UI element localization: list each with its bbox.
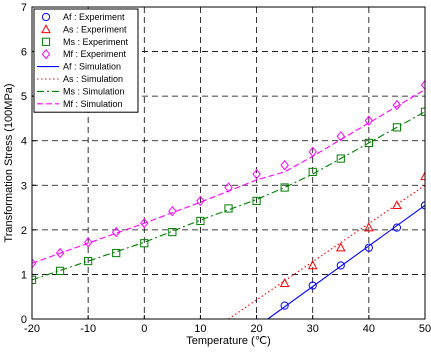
data-point bbox=[392, 99, 402, 111]
y-tick-label: 6 bbox=[21, 47, 27, 59]
legend-label: Mf : Experiment bbox=[63, 49, 127, 59]
simulation-line bbox=[267, 204, 425, 319]
data-point bbox=[308, 167, 317, 177]
legend-entry: As : Simulation bbox=[37, 74, 123, 84]
legend-marker bbox=[41, 24, 51, 34]
legend: Af : Experiment As : Experiment Ms : Exper… bbox=[33, 8, 139, 113]
x-tick-label: 40 bbox=[363, 323, 375, 335]
simulation-line bbox=[32, 89, 425, 264]
data-point bbox=[364, 115, 374, 126]
series-4-experiment bbox=[32, 79, 425, 269]
y-tick-label: 4 bbox=[21, 136, 27, 148]
series-3-simulation bbox=[32, 111, 425, 281]
data-point bbox=[168, 205, 177, 217]
legend-entry: Mf : Simulation bbox=[37, 99, 123, 109]
data-point bbox=[84, 256, 93, 266]
data-point bbox=[252, 196, 261, 205]
data-point bbox=[308, 146, 317, 158]
simulation-line bbox=[228, 184, 425, 319]
y-tick-label: 5 bbox=[21, 91, 27, 103]
legend-label: Af : Simulation bbox=[63, 62, 121, 72]
data-point bbox=[308, 281, 317, 290]
series-layer bbox=[32, 79, 425, 319]
x-tick-label: 0 bbox=[141, 323, 147, 335]
x-tick-label: 30 bbox=[307, 323, 319, 335]
data-point bbox=[392, 200, 402, 210]
data-point bbox=[196, 195, 205, 207]
plot-frame bbox=[31, 6, 426, 320]
data-point bbox=[280, 160, 289, 171]
legend-entry: Af : Experiment bbox=[41, 12, 125, 22]
series-3-experiment bbox=[32, 107, 425, 284]
legend-entry: Af : Simulation bbox=[37, 62, 121, 72]
data-point bbox=[307, 260, 318, 270]
legend-entry: Ms : Experiment bbox=[41, 37, 129, 47]
data-point bbox=[55, 247, 65, 259]
data-point bbox=[168, 227, 177, 237]
series-2-experiment bbox=[279, 171, 425, 288]
data-point bbox=[140, 239, 149, 248]
data-point bbox=[364, 222, 374, 232]
data-point bbox=[32, 258, 37, 269]
data-point bbox=[224, 204, 233, 213]
legend-label: Mf : Simulation bbox=[63, 99, 123, 109]
legend-label: As : Simulation bbox=[63, 74, 123, 84]
legend-label: Ms : Simulation bbox=[63, 86, 125, 96]
axes-layer: -20 -10 0 10 20 30 40 50 0 1 2 3 4 5 6 7 bbox=[21, 2, 431, 335]
legend-marker bbox=[41, 49, 51, 60]
data-point bbox=[32, 275, 37, 284]
data-point bbox=[335, 242, 346, 252]
legend-label: Af : Experiment bbox=[63, 12, 125, 22]
data-point bbox=[336, 154, 345, 163]
data-point bbox=[280, 183, 289, 192]
data-point bbox=[364, 138, 373, 148]
x-axis-title: Temperature (℃) bbox=[186, 335, 271, 347]
x-tick-label: 20 bbox=[250, 323, 262, 335]
data-point bbox=[224, 182, 233, 193]
data-point bbox=[140, 217, 149, 229]
data-point bbox=[420, 171, 425, 181]
data-point bbox=[336, 131, 346, 142]
legend-label: As : Experiment bbox=[63, 24, 127, 34]
data-point bbox=[336, 261, 345, 270]
simulation-line bbox=[32, 111, 425, 281]
series-2-simulation bbox=[228, 184, 425, 319]
data-point bbox=[392, 123, 402, 132]
legend-entry: Mf : Experiment bbox=[41, 49, 127, 60]
series-4-simulation bbox=[32, 89, 425, 264]
data-point bbox=[55, 266, 65, 275]
series-1-simulation bbox=[267, 204, 425, 319]
x-tick-label: -10 bbox=[80, 323, 96, 335]
legend-entry: Ms : Simulation bbox=[37, 86, 125, 96]
y-tick-label: 3 bbox=[21, 180, 27, 192]
legend-box bbox=[33, 8, 139, 113]
data-point bbox=[392, 223, 402, 232]
y-tick-label: 7 bbox=[21, 2, 27, 14]
data-point bbox=[280, 301, 289, 310]
data-point bbox=[252, 168, 261, 180]
y-axis-title: Transformation Stress (100MPa) bbox=[3, 83, 15, 242]
x-tick-label: 50 bbox=[419, 323, 431, 335]
legend-marker bbox=[41, 12, 51, 22]
data-point bbox=[111, 226, 121, 238]
data-point bbox=[420, 79, 425, 91]
x-tick-label: -20 bbox=[24, 323, 40, 335]
data-point bbox=[279, 278, 290, 288]
data-point bbox=[83, 237, 93, 248]
x-tick-label: 10 bbox=[194, 323, 206, 335]
y-tick-label: 2 bbox=[21, 225, 27, 237]
legend-label: Ms : Experiment bbox=[63, 37, 129, 47]
data-point bbox=[112, 248, 121, 258]
data-point bbox=[196, 216, 205, 226]
data-point bbox=[364, 243, 373, 252]
y-tick-label: 0 bbox=[21, 314, 27, 326]
legend-marker bbox=[41, 37, 51, 46]
legend-entry: As : Experiment bbox=[41, 24, 127, 34]
y-tick-label: 1 bbox=[21, 269, 27, 281]
